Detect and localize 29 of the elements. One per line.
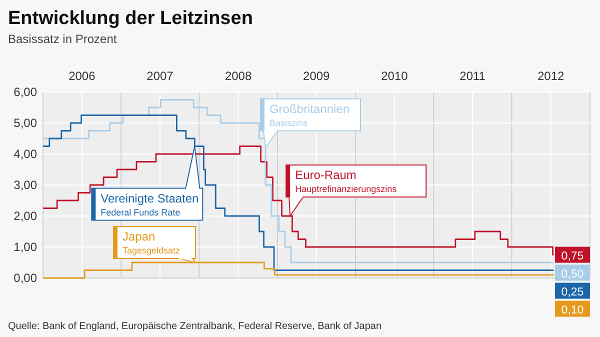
series-label: Großbritannien	[269, 102, 350, 116]
source-note: Quelle: Bank of England, Europäische Zentralbank, Federal Reserve, Bank of Japan	[8, 321, 382, 332]
y-tick-label: 6,00	[14, 85, 38, 99]
series-label: Euro-Raum	[295, 168, 356, 182]
y-tick-label: 3,00	[14, 178, 38, 192]
annotation: Hauptrefinanzierungszins	[295, 184, 398, 194]
x-tick-label: 2012	[538, 69, 565, 83]
x-tick-label: 2007	[146, 69, 174, 83]
annotation: Basiszins	[269, 118, 308, 128]
data-label: 0,75	[561, 250, 584, 262]
x-tick-label: 2009	[303, 69, 330, 83]
data-label: 0,50	[561, 268, 584, 280]
chart-subtitle: Basissatz in Prozent	[8, 32, 118, 46]
chart-title: Entwicklung der Leitzinsen	[8, 8, 253, 29]
x-tick-label: 2008	[224, 69, 252, 83]
annotation: Federal Funds Rate	[100, 207, 180, 218]
y-tick-label: 5,00	[14, 116, 38, 130]
x-tick-label: 2010	[381, 69, 408, 83]
data-label: 0,25	[561, 286, 584, 298]
data-label: 0,10	[561, 304, 584, 316]
y-tick-label: 2,00	[14, 209, 38, 223]
series-label: Japan	[122, 230, 156, 244]
series-label: Vereinigte Staaten	[100, 191, 199, 206]
y-tick-label: 4,00	[14, 147, 38, 161]
y-tick-label: 1,00	[14, 240, 38, 254]
x-tick-label: 2006	[68, 69, 96, 83]
x-tick-label: 2011	[460, 69, 486, 83]
y-tick-label: 0,00	[14, 271, 38, 285]
annotation: Tagesgeldsatz	[122, 246, 181, 256]
